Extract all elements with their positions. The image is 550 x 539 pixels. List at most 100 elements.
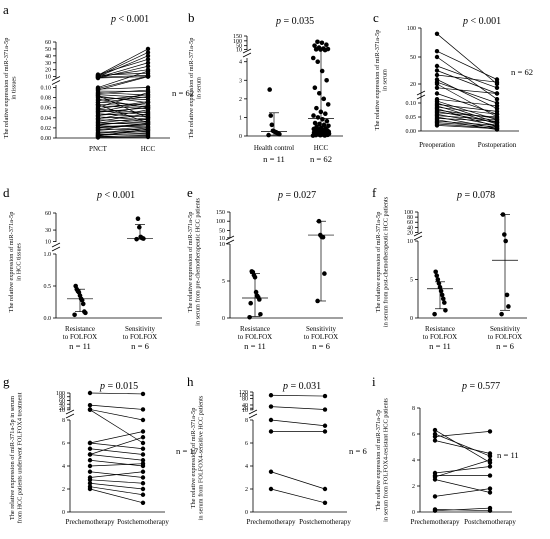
axis-break — [65, 409, 75, 415]
data-point — [494, 85, 500, 91]
data-point — [440, 296, 446, 302]
pair-line — [434, 488, 491, 497]
data-point — [87, 477, 93, 482]
category-label: Postchemotherapy — [117, 518, 169, 526]
pair-line — [436, 93, 498, 115]
n-label: n = 17 — [176, 446, 199, 456]
data-point — [145, 126, 151, 132]
pair-line — [270, 394, 326, 397]
data-point — [134, 236, 139, 242]
y-tick-label: 40 — [45, 54, 51, 60]
panel-letter: f — [372, 185, 377, 200]
y-tick-label: 60 — [407, 220, 413, 226]
category-label: to FOLFOX — [304, 333, 338, 341]
pair-line — [89, 471, 144, 478]
data-point — [322, 500, 328, 505]
y-tick-label: 6 — [412, 432, 415, 438]
data-point — [140, 475, 146, 480]
panel-letter: i — [372, 374, 376, 389]
pair-line — [89, 479, 144, 484]
p-value-label: p < 0.001 — [462, 16, 501, 27]
data-point — [316, 218, 322, 224]
pair-line — [97, 117, 149, 124]
y-tick-label: 100 — [233, 39, 242, 45]
pair-line — [436, 125, 498, 130]
data-point — [434, 81, 440, 87]
panel-letter: b — [188, 10, 195, 25]
category-label: Postoperation — [478, 141, 517, 149]
category-label: Resistance — [425, 325, 455, 333]
y-tick-label: 8 — [62, 418, 65, 424]
y-axis-label: The relative expression of miR-371a-5p i… — [9, 392, 24, 523]
data-point — [320, 116, 325, 122]
data-point — [95, 91, 101, 96]
panel-a: a p < 0.001 The relative expression of miR… — [3, 2, 194, 153]
data-point — [145, 74, 151, 79]
data-point — [312, 43, 317, 48]
data-point — [322, 271, 327, 276]
panel-letter: g — [3, 374, 10, 389]
category-label: to FOLFOX — [488, 333, 522, 341]
y-tick-label: 0 — [410, 316, 413, 322]
pair-line — [436, 79, 498, 109]
data-point — [95, 113, 101, 118]
data-point — [315, 39, 320, 45]
pair-line — [434, 431, 491, 437]
pair-line — [97, 58, 149, 75]
y-axis-label: The relative expression of miR-371a-5pin… — [3, 38, 18, 139]
data-point — [432, 494, 438, 499]
y-tick-label: 80 — [59, 395, 65, 401]
data-point — [316, 45, 322, 50]
data-point — [322, 393, 328, 399]
category-label: to FOLFOX — [423, 333, 457, 341]
y-tick-label: 5 — [222, 279, 225, 285]
n-label: n = 6 — [496, 341, 514, 351]
y-tick-label: 80 — [407, 215, 413, 221]
data-point — [268, 404, 274, 409]
axis-break — [413, 231, 423, 237]
data-point — [434, 273, 440, 278]
pair-line — [436, 120, 498, 126]
axis-break — [242, 52, 252, 58]
y-tick-label: 0 — [239, 134, 242, 140]
data-point — [268, 417, 274, 423]
pair-line — [97, 101, 149, 110]
panel-letter: a — [3, 2, 9, 17]
pair-line — [89, 392, 144, 395]
data-point — [439, 292, 445, 298]
data-point — [249, 269, 255, 274]
pair-line — [436, 123, 498, 129]
axis-break — [416, 90, 426, 96]
pair-line — [97, 87, 149, 90]
y-tick-label: 3 — [239, 78, 242, 84]
pair-line — [436, 83, 498, 118]
pair-line — [270, 488, 326, 504]
pair-line — [434, 433, 491, 457]
data-point — [321, 96, 327, 102]
data-point — [95, 116, 101, 122]
data-point — [318, 109, 324, 115]
y-tick-label: 20 — [45, 68, 51, 74]
axis-break — [51, 80, 61, 85]
y-tick-label: 150 — [216, 210, 225, 216]
pair-line — [97, 128, 149, 137]
pair-line — [270, 419, 326, 427]
data-point — [499, 311, 504, 317]
y-tick-label: 2 — [239, 97, 242, 103]
y-tick-label: 50 — [236, 44, 242, 50]
pair-line — [97, 107, 149, 113]
pair-line — [434, 440, 491, 454]
data-point — [140, 435, 146, 440]
data-point — [80, 301, 86, 307]
panel-i: i p = 0.577 The relative expression of miR… — [372, 374, 519, 526]
data-point — [494, 119, 500, 124]
axis-break — [225, 239, 235, 245]
pair-line — [270, 471, 326, 490]
pair-line — [97, 76, 149, 79]
pair-line — [97, 89, 149, 94]
pair-line — [436, 106, 498, 115]
pair-line — [436, 56, 498, 100]
y-tick-label: 1 — [239, 115, 242, 121]
data-point — [321, 46, 326, 51]
pair-line — [97, 113, 149, 122]
